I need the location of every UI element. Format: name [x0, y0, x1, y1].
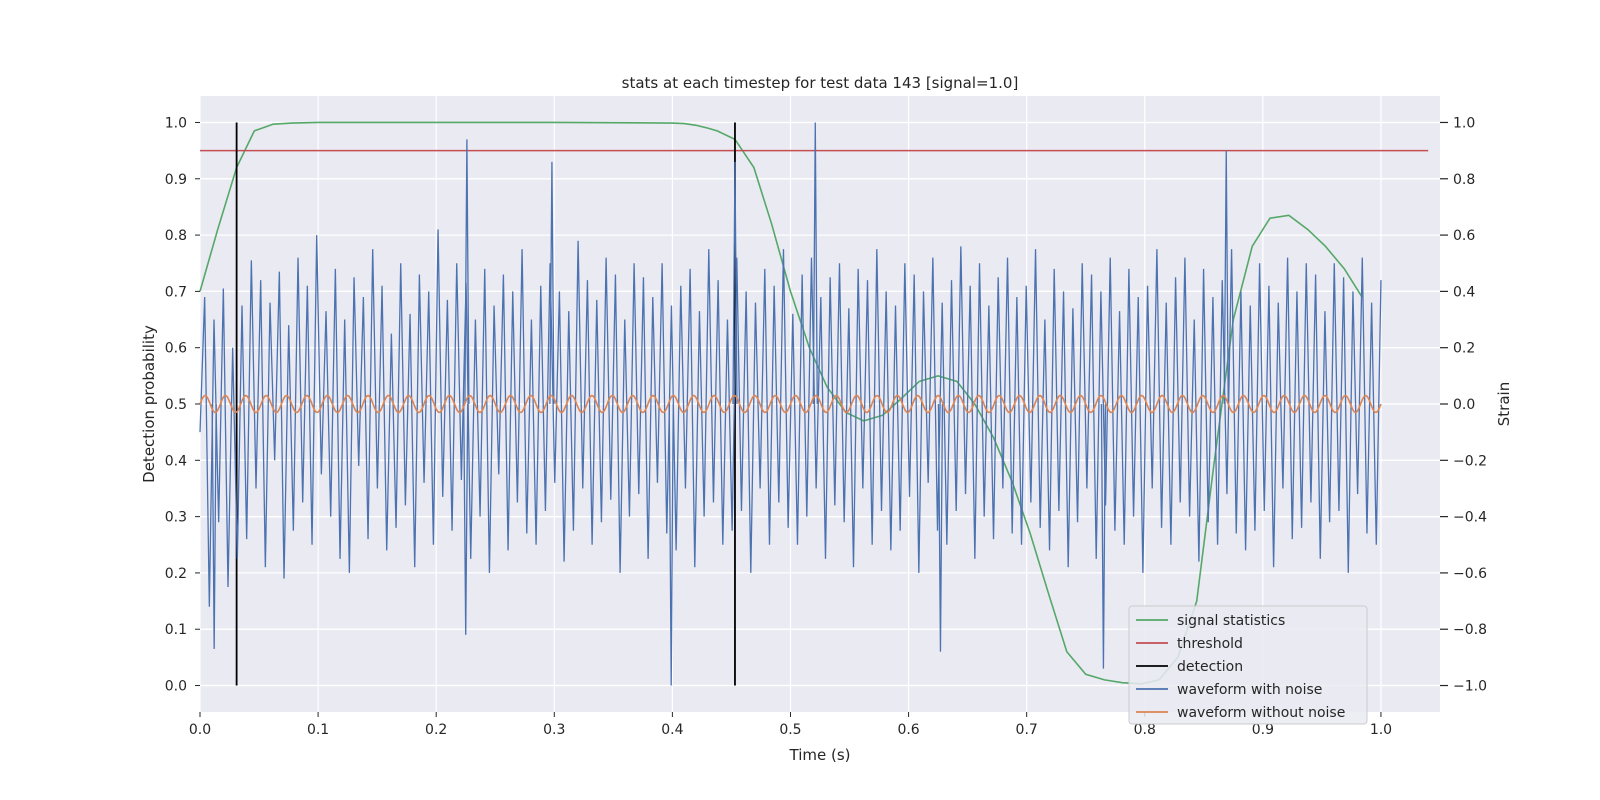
- x-tick-label: 0.9: [1252, 722, 1274, 738]
- y-tick-label-right: −0.4: [1453, 510, 1487, 526]
- y-tick-label-left: 1.0: [165, 115, 187, 131]
- y-tick-label-right: −1.0: [1453, 679, 1487, 695]
- noise-spike: [668, 403, 674, 686]
- legend-label: waveform with noise: [1177, 682, 1322, 698]
- x-ticks: 0.0 0.1 0.2 0.3 0.4 0.5 0.6 0.7 0.8 0.9 1.0: [189, 712, 1392, 738]
- x-tick-label: 1.0: [1370, 722, 1392, 738]
- data-layer: [199, 121, 1429, 686]
- x-tick-label: 0.6: [897, 722, 919, 738]
- y-axis-label-left: Detection probability: [140, 325, 158, 483]
- noise-spike: [937, 403, 944, 652]
- chart-title: stats at each timestep for test data 143…: [622, 74, 1019, 92]
- y-tick-label-right: 0.4: [1453, 284, 1475, 300]
- noise-spike: [732, 161, 738, 405]
- y-axis-label-right: Strain: [1495, 382, 1513, 426]
- y-tick-label-left: 0.5: [165, 397, 187, 413]
- x-tick-label: 0.0: [189, 722, 211, 738]
- x-tick-label: 0.2: [425, 722, 447, 738]
- x-tick-label: 0.1: [307, 722, 329, 738]
- y-tick-label-right: 0.2: [1453, 341, 1475, 357]
- x-tick-label: 0.8: [1134, 722, 1156, 738]
- legend: signal statistics threshold detection wavef…: [1128, 605, 1368, 725]
- noise-spike: [211, 403, 217, 649]
- noise-spike: [463, 403, 469, 635]
- legend-label: threshold: [1177, 636, 1243, 652]
- y-tick-label-left: 0.1: [165, 622, 187, 638]
- y-ticks-left: 0.0 0.1 0.2 0.3 0.4 0.5 0.6 0.7 0.8 0.9 1.0: [165, 115, 200, 695]
- y-tick-label-left: 0.2: [165, 566, 187, 582]
- x-axis-label: Time (s): [789, 746, 851, 764]
- y-tick-label-left: 0.0: [165, 679, 187, 695]
- x-tick-label: 0.3: [543, 722, 565, 738]
- x-tick-label: 0.7: [1016, 722, 1038, 738]
- y-tick-label-right: 0.6: [1453, 228, 1475, 244]
- y-tick-label-left: 0.8: [165, 228, 187, 244]
- y-tick-label-left: 0.7: [165, 284, 187, 300]
- noise-spike: [549, 161, 555, 405]
- noise-spike: [812, 122, 818, 405]
- y-tick-label-right: −0.6: [1453, 566, 1487, 582]
- noise-spike: [1223, 150, 1229, 405]
- y-tick-label-right: 1.0: [1453, 115, 1475, 131]
- noise-spike: [1100, 403, 1107, 669]
- y-tick-label-right: 0.8: [1453, 172, 1475, 188]
- legend-label: detection: [1177, 659, 1243, 675]
- series-signal-statistics: [199, 121, 1363, 685]
- legend-label: waveform without noise: [1177, 705, 1345, 721]
- y-tick-label-right: −0.2: [1453, 453, 1487, 469]
- y-tick-label-left: 0.6: [165, 341, 187, 357]
- y-tick-label-left: 0.4: [165, 453, 187, 469]
- noise-spike: [464, 139, 470, 405]
- y-ticks-right: −1.0 −0.8 −0.6 −0.4 −0.2 0.0 0.2 0.4 0.6 0.8 1.0: [1440, 115, 1487, 695]
- legend-box: [1128, 605, 1368, 725]
- series-waveform-without-noise: [199, 394, 1382, 414]
- x-tick-label: 0.5: [779, 722, 801, 738]
- y-tick-label-left: 0.9: [165, 172, 187, 188]
- y-tick-label-right: 0.0: [1453, 397, 1475, 413]
- legend-label: signal statistics: [1177, 613, 1285, 629]
- y-tick-label-right: −0.8: [1453, 622, 1487, 638]
- y-tick-label-left: 0.3: [165, 510, 187, 526]
- x-tick-label: 0.4: [661, 722, 683, 738]
- series-waveform-with-noise: [199, 229, 1382, 607]
